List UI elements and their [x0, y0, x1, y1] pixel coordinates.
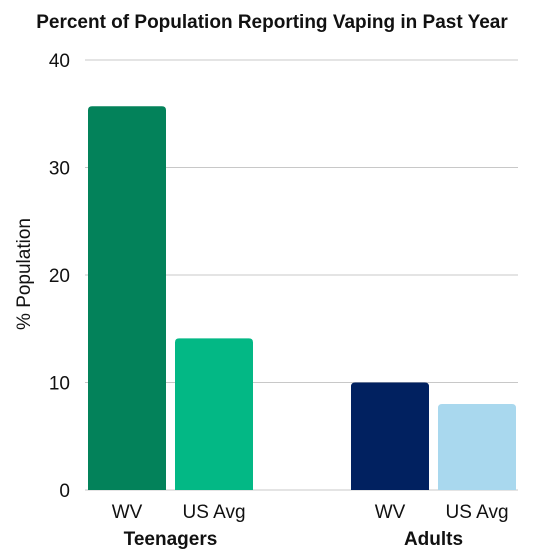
- y-tick-label: 10: [49, 374, 70, 395]
- y-axis-ticks: 0 10 20 30 40: [49, 51, 70, 502]
- category-label: US Avg: [445, 502, 508, 523]
- y-tick-label: 30: [49, 159, 70, 180]
- category-label: US Avg: [182, 502, 245, 523]
- bars: [88, 106, 516, 490]
- bar-adults-wv: [351, 382, 429, 490]
- group-label: Adults: [404, 529, 463, 550]
- category-labels: WV US Avg WV US Avg: [112, 502, 509, 523]
- bar-adults-us-avg: [438, 404, 516, 490]
- group-label: Teenagers: [124, 529, 218, 550]
- bar-teenagers-us-avg: [175, 338, 253, 490]
- bar-teenagers-wv: [88, 106, 166, 490]
- category-label: WV: [112, 502, 143, 523]
- y-axis-label: % Population: [14, 218, 35, 330]
- group-labels: Teenagers Adults: [124, 529, 463, 550]
- y-tick-label: 40: [49, 51, 70, 72]
- category-label: WV: [375, 502, 406, 523]
- y-tick-label: 0: [59, 481, 70, 502]
- chart-title: Percent of Population Reporting Vaping i…: [36, 12, 508, 33]
- y-tick-label: 20: [49, 266, 70, 287]
